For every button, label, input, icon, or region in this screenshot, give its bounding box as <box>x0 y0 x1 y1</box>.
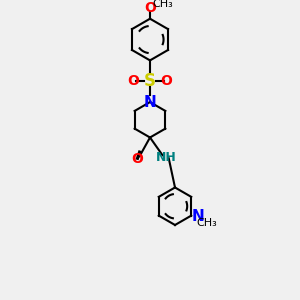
Text: CH₃: CH₃ <box>152 0 173 9</box>
Text: N: N <box>144 94 156 110</box>
Text: NH: NH <box>156 151 177 164</box>
Text: O: O <box>128 74 139 88</box>
Text: O: O <box>161 74 172 88</box>
Text: CH₃: CH₃ <box>196 218 217 228</box>
Text: O: O <box>144 1 156 15</box>
Text: O: O <box>132 152 143 167</box>
Text: N: N <box>191 209 204 224</box>
Text: S: S <box>144 72 156 90</box>
